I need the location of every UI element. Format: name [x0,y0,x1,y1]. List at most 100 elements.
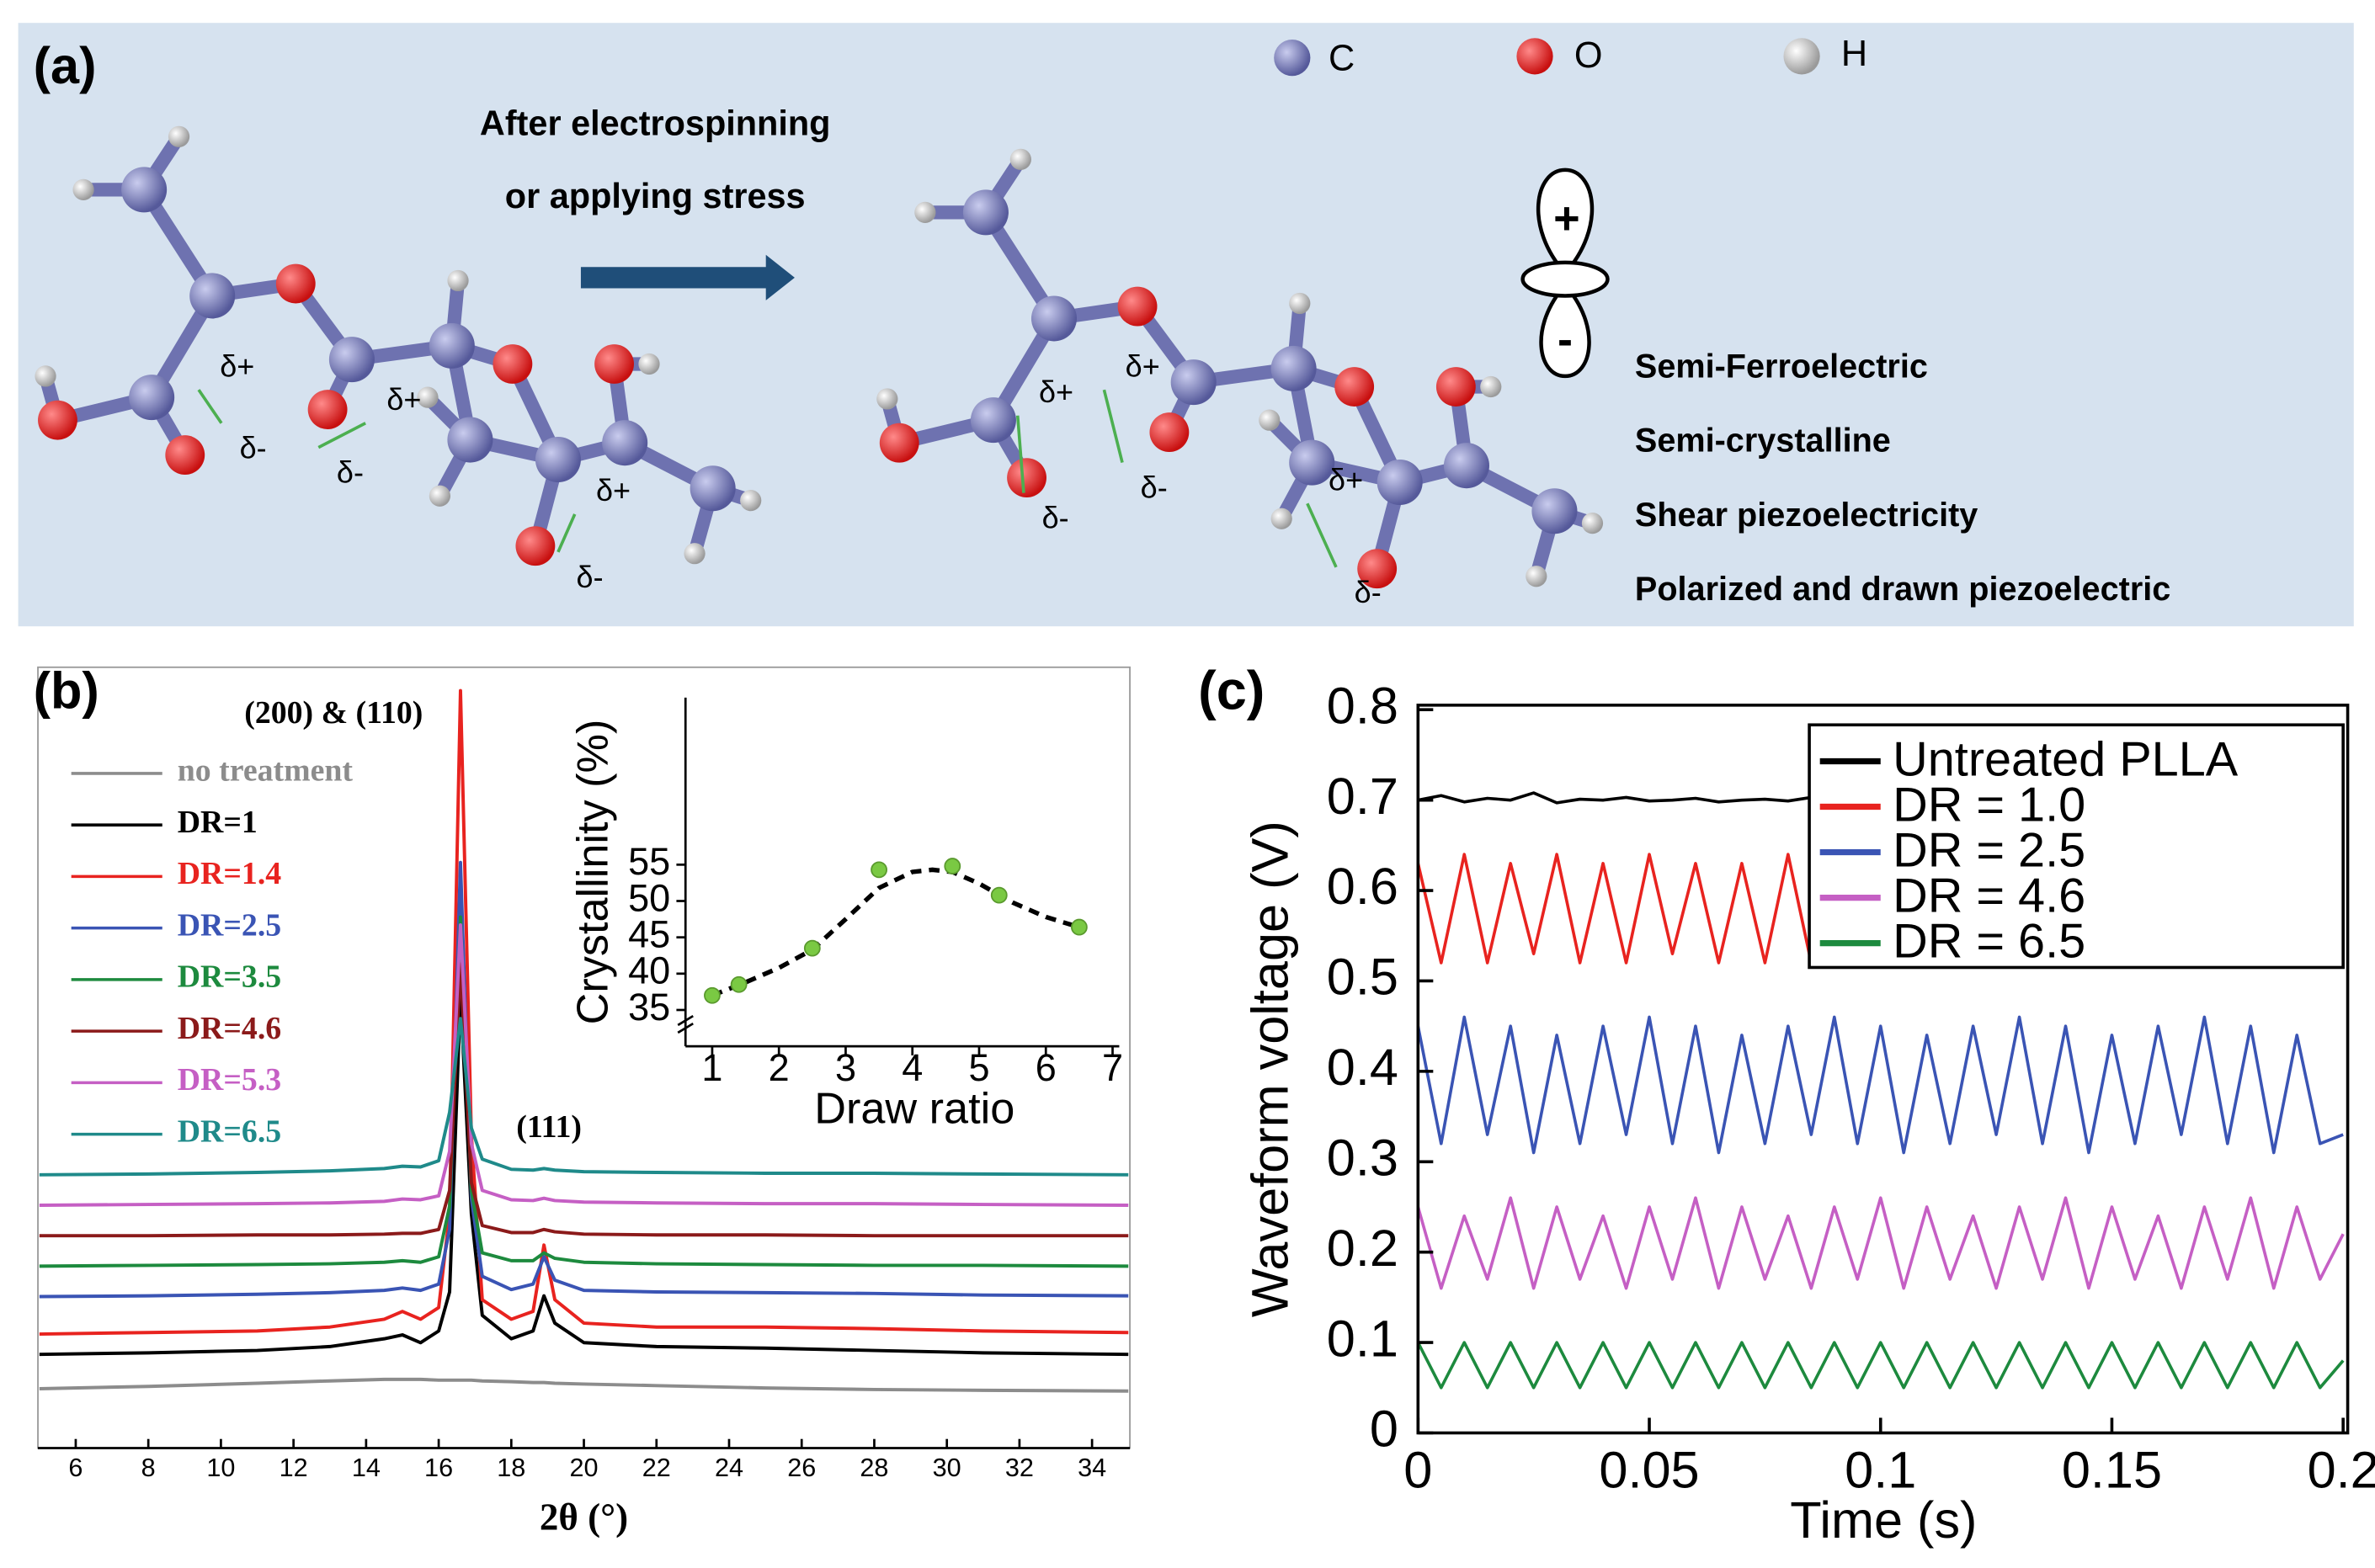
atom [690,465,736,512]
atom [1334,367,1375,407]
atom [1526,566,1547,587]
legend-label: DR=5.3 [178,1062,281,1098]
atom [1443,443,1489,489]
y-tick-label: 55 [628,840,670,883]
atom [1170,359,1217,406]
atom [1007,458,1046,498]
data-point [871,861,888,879]
x-tick-label: 30 [933,1454,961,1482]
x-tick-label: 12 [280,1454,308,1482]
y-axis-label: Crystallinity (%) [569,720,618,1025]
x-tick-label: 34 [1078,1454,1106,1482]
atom [1030,295,1077,342]
charge-arrow [1102,389,1124,464]
x-tick-label: 22 [642,1454,671,1482]
atom [535,436,581,483]
x-tick-label: 0.1 [1845,1441,1916,1498]
x-tick-label: 3 [835,1046,856,1089]
atom [740,490,762,512]
x-tick-label: 8 [141,1454,156,1482]
data-point [990,886,1008,904]
xrd-trace [39,993,1129,1357]
y-tick-label: 0.4 [1327,1039,1398,1096]
xrd-trace [39,922,1129,1207]
y-tick-label: 50 [628,876,670,919]
legend-atom [1516,38,1553,75]
atom [35,365,56,387]
atom [1009,148,1031,170]
partial-charge: δ+ [386,382,421,417]
atom [1117,286,1158,327]
molecules [35,125,1604,589]
atom [684,543,706,565]
xrd-trace [39,860,1129,1299]
xrd-trace [39,1017,1129,1177]
xrd-trace [39,1377,1129,1393]
x-axis-label: Draw ratio [814,1084,1014,1133]
panel-a-background [18,23,2354,627]
y-axis-label: Waveform voltage (V) [1241,821,1298,1317]
x-tick-label: 6 [68,1454,83,1482]
x-tick-label: 4 [902,1046,923,1089]
charge-arrow [1306,502,1338,568]
x-tick-label: 18 [497,1454,525,1482]
fit-curve [711,867,1080,998]
data-point [730,975,748,993]
x-tick-label: 6 [1036,1046,1057,1089]
x-axis-label: Time (s) [1790,1491,1977,1549]
dipole-icon [1520,167,1610,379]
y-tick-label: 0.6 [1327,858,1398,915]
atom [493,344,533,384]
legend-label: DR=6.5 [178,1114,281,1149]
waveform [1416,1196,2345,1290]
atom [129,375,175,421]
waveform [1416,1341,2345,1390]
atom [38,400,77,440]
y-tick-label: 0.7 [1327,768,1398,825]
legend-atom [1783,38,1820,75]
xrd-trace [39,915,1129,1268]
legend-label: Untreated PLLA [1893,732,2239,786]
property: Shear piezoelectricity [1635,497,1978,534]
x-tick-label: 14 [352,1454,381,1482]
peak-annotation: (111) [516,1109,582,1145]
x-tick-label: 0.2 [2308,1441,2375,1498]
dipole-sign: + [1553,193,1580,243]
charge-arrow [1015,415,1025,493]
data-point [704,986,721,1004]
atom [1531,488,1578,534]
partial-charge: δ- [1141,470,1168,505]
atom [879,423,919,463]
arrow-text: After electrospinning [480,104,831,143]
legend-label: no treatment [178,753,354,789]
x-tick-label: 26 [787,1454,816,1482]
partial-charge: δ- [337,455,364,490]
atom [168,125,190,147]
partial-charge: δ+ [596,473,631,508]
atom [1377,459,1423,506]
atom [876,388,898,410]
peak-annotation: (200) & (110) [244,695,423,731]
atom [1581,513,1604,534]
x-tick-label: 10 [206,1454,235,1482]
y-tick-label: 0.5 [1327,949,1398,1006]
y-tick-label: 35 [628,986,670,1029]
xrd-trace [39,962,1129,1238]
partial-charge: δ- [1042,501,1069,535]
atom [121,167,168,213]
axis-break [677,1014,694,1034]
atom [602,420,648,466]
y-tick-label: 0.3 [1327,1129,1398,1186]
partial-charge: δ+ [1039,375,1073,409]
x-tick-label: 0.05 [1599,1441,1699,1498]
atom [429,322,475,369]
property: Semi-Ferroelectric [1635,348,1928,385]
x-tick-label: 1 [701,1046,722,1089]
property: Semi-crystalline [1635,423,1891,460]
legend-label: DR=4.6 [178,1011,281,1046]
charge-arrow [197,389,223,424]
panel-label: (b) [34,662,99,719]
atom [1357,549,1398,589]
x-tick-label: 16 [424,1454,453,1482]
